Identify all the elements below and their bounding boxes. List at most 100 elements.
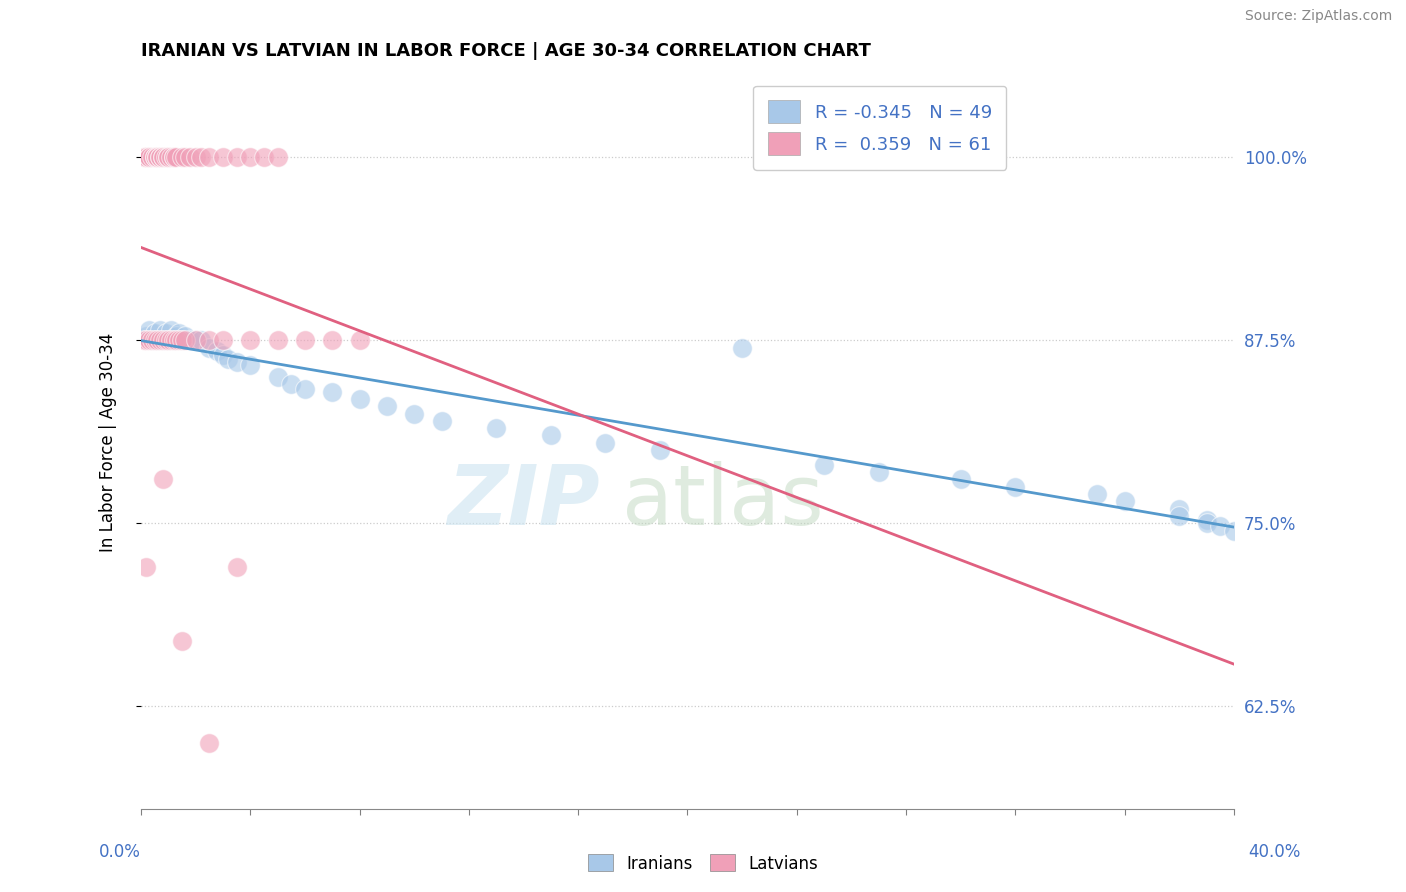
Text: ZIP: ZIP — [447, 461, 600, 542]
Point — [157, 333, 180, 347]
Point — [138, 323, 160, 337]
Point — [294, 333, 316, 347]
Point — [217, 352, 239, 367]
Point — [138, 333, 160, 347]
Point — [135, 333, 157, 347]
Point — [170, 633, 193, 648]
Point — [138, 150, 160, 164]
Point — [135, 560, 157, 574]
Point — [949, 472, 972, 486]
Point — [170, 333, 193, 347]
Point — [1004, 480, 1026, 494]
Point — [1209, 519, 1232, 533]
Legend: Iranians, Latvians: Iranians, Latvians — [582, 847, 824, 880]
Point — [225, 560, 247, 574]
Point — [166, 329, 188, 343]
Point — [225, 355, 247, 369]
Text: 0.0%: 0.0% — [98, 843, 141, 861]
Point — [132, 150, 155, 164]
Point — [321, 384, 343, 399]
Point — [152, 333, 174, 347]
Point — [184, 333, 207, 347]
Point — [173, 150, 195, 164]
Point — [485, 421, 508, 435]
Point — [239, 150, 262, 164]
Point — [294, 382, 316, 396]
Point — [813, 458, 835, 472]
Point — [349, 333, 371, 347]
Point — [650, 443, 672, 458]
Point — [253, 150, 276, 164]
Point — [198, 333, 221, 347]
Point — [266, 150, 288, 164]
Point — [143, 150, 166, 164]
Point — [239, 333, 262, 347]
Point — [212, 150, 235, 164]
Point — [149, 333, 172, 347]
Point — [198, 150, 221, 164]
Point — [138, 150, 160, 164]
Point — [163, 150, 186, 164]
Point — [157, 150, 180, 164]
Point — [149, 150, 172, 164]
Point — [1223, 524, 1246, 538]
Point — [595, 435, 617, 450]
Point — [152, 333, 174, 347]
Point — [135, 150, 157, 164]
Point — [160, 323, 183, 337]
Point — [207, 343, 229, 358]
Point — [173, 329, 195, 343]
Point — [149, 323, 172, 337]
Point — [239, 358, 262, 372]
Point — [157, 150, 180, 164]
Point — [146, 333, 169, 347]
Text: Source: ZipAtlas.com: Source: ZipAtlas.com — [1244, 9, 1392, 23]
Point — [212, 333, 235, 347]
Point — [1114, 494, 1136, 508]
Point — [170, 150, 193, 164]
Point — [155, 333, 177, 347]
Point — [152, 150, 174, 164]
Point — [163, 333, 186, 347]
Point — [146, 150, 169, 164]
Point — [430, 414, 453, 428]
Point — [160, 150, 183, 164]
Y-axis label: In Labor Force | Age 30-34: In Labor Force | Age 30-34 — [100, 334, 117, 552]
Point — [167, 333, 190, 347]
Point — [160, 333, 183, 347]
Point — [266, 370, 288, 384]
Point — [141, 333, 163, 347]
Point — [266, 333, 288, 347]
Text: 40.0%: 40.0% — [1249, 843, 1301, 861]
Point — [280, 377, 302, 392]
Point — [321, 333, 343, 347]
Point — [152, 472, 174, 486]
Point — [135, 329, 157, 343]
Point — [1168, 509, 1191, 524]
Point — [167, 326, 190, 340]
Text: IRANIAN VS LATVIAN IN LABOR FORCE | AGE 30-34 CORRELATION CHART: IRANIAN VS LATVIAN IN LABOR FORCE | AGE … — [141, 42, 870, 60]
Point — [184, 333, 207, 347]
Point — [152, 150, 174, 164]
Point — [166, 150, 188, 164]
Point — [163, 150, 186, 164]
Point — [212, 348, 235, 362]
Point — [868, 465, 890, 479]
Point — [198, 341, 221, 355]
Point — [155, 326, 177, 340]
Point — [184, 150, 207, 164]
Point — [143, 333, 166, 347]
Point — [143, 326, 166, 340]
Text: atlas: atlas — [621, 461, 824, 542]
Point — [375, 399, 398, 413]
Point — [1168, 501, 1191, 516]
Point — [166, 333, 188, 347]
Point — [731, 341, 754, 355]
Point — [540, 428, 562, 442]
Point — [146, 150, 169, 164]
Point — [170, 333, 193, 347]
Point — [190, 333, 212, 347]
Point — [1085, 487, 1108, 501]
Point — [141, 333, 163, 347]
Point — [163, 333, 186, 347]
